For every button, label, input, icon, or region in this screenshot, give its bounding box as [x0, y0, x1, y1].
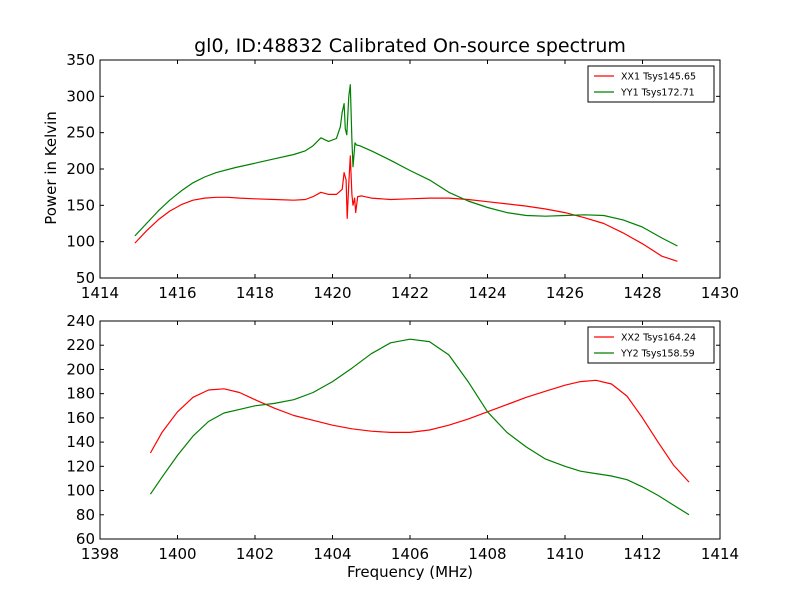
y-tick-label: 180: [66, 385, 95, 403]
legend: XX2 Tsys164.24 YY2 Tsys158.59: [587, 326, 715, 364]
legend-label: YY2 Tsys158.59: [620, 349, 695, 360]
y-tick-label: 160: [66, 409, 95, 427]
x-tick-label: 1416: [158, 284, 196, 302]
spectrum-plot-1: 1414 1416 1418 1420 1422 1424 1426 1428 1430 50 10…: [66, 51, 739, 302]
x-tick-label: 1408: [468, 545, 506, 563]
x-tick-label: 1418: [236, 284, 274, 302]
y-tick-label: 200: [66, 160, 95, 178]
legend-label: XX1 Tsys145.65: [621, 72, 696, 83]
legend-label: YY1 Tsys172.71: [620, 88, 695, 99]
x-tick-label: 1406: [391, 545, 429, 563]
x-tick-label: 1422: [391, 284, 429, 302]
x-tick-label: 1414: [81, 284, 119, 302]
series-line-2: [149, 338, 690, 516]
x-tick-label: 1412: [623, 545, 661, 563]
y-tick-label: 350: [66, 51, 95, 69]
y-tick-label: 200: [66, 360, 95, 378]
legend-label: XX2 Tsys164.24: [621, 333, 696, 344]
y-tick-label: 150: [66, 196, 95, 214]
x-tick-label: 1420: [313, 284, 351, 302]
spectrum-plot-2: 1398 1400 1402 1404 1406 1408 1410 1412 1414 60 80…: [66, 312, 739, 563]
y-tick-label: 80: [76, 506, 95, 524]
chart-title: gl0, ID:48832 Calibrated On-source spect…: [194, 35, 626, 57]
y-tick-label: 300: [66, 87, 95, 105]
x-tick-label: 1404: [313, 545, 351, 563]
legend-box: [587, 326, 715, 364]
legend: XX1 Tsys145.65 YY1 Tsys172.71: [587, 65, 715, 103]
y-tick-label: 140: [66, 433, 95, 451]
x-tick-label: 1428: [623, 284, 661, 302]
x-tick-label: 1414: [701, 545, 739, 563]
x-tick-label: 1410: [546, 545, 584, 563]
x-tick-label: 1398: [81, 545, 119, 563]
y-tick-label: 50: [76, 269, 95, 287]
y-tick-label: 100: [66, 233, 95, 251]
x-tick-label: 1400: [158, 545, 196, 563]
series-line-1: [149, 379, 690, 483]
x-tick-label: 1424: [468, 284, 506, 302]
series-line-1: [134, 155, 678, 262]
y-tick-label: 240: [66, 312, 95, 330]
x-axis-label: Frequency (MHz): [347, 563, 473, 581]
x-tick-label: 1402: [236, 545, 274, 563]
y-axis-label: Power in Kelvin: [42, 111, 60, 225]
x-tick-label: 1430: [701, 284, 739, 302]
y-tick-label: 220: [66, 336, 95, 354]
legend-box: [587, 65, 715, 103]
y-tick-label: 60: [76, 530, 95, 548]
y-tick-label: 100: [66, 482, 95, 500]
y-tick-label: 120: [66, 457, 95, 475]
y-tick-label: 250: [66, 124, 95, 142]
series-line-2: [134, 84, 678, 247]
x-tick-label: 1426: [546, 284, 584, 302]
